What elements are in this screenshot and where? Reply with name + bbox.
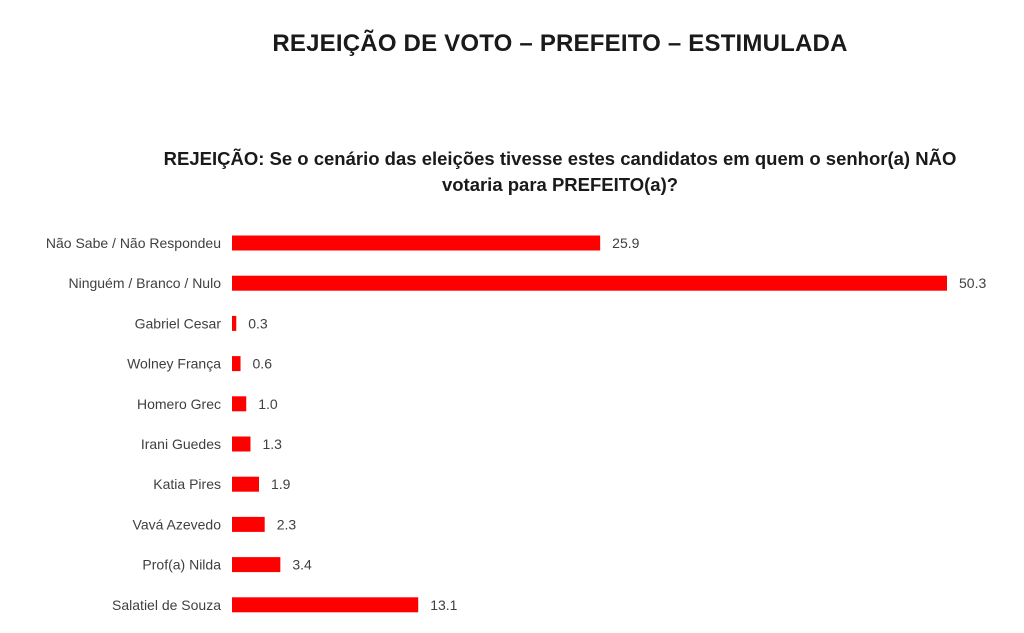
category-label: Ninguém / Branco / Nulo [68, 275, 221, 291]
value-label: 2.3 [277, 516, 297, 532]
category-label: Homero Grec [137, 396, 221, 412]
chart-title: REJEIÇÃO: Se o cenário das eleições tive… [140, 146, 980, 198]
bar [232, 356, 241, 372]
category-label: Não Sabe / Não Respondeu [46, 235, 221, 251]
category-label: Katia Pires [153, 476, 221, 492]
value-label: 0.6 [253, 356, 273, 372]
page-title: REJEIÇÃO DE VOTO – PREFEITO – ESTIMULADA [272, 30, 848, 57]
category-label: Vavá Azevedo [133, 516, 222, 532]
bar [232, 315, 237, 331]
category-label: Irani Guedes [141, 436, 221, 452]
bar [232, 597, 419, 613]
value-label: 1.0 [258, 396, 278, 412]
value-label: 1.9 [271, 476, 291, 492]
value-label: 50.3 [959, 275, 986, 291]
bar [232, 476, 260, 492]
bar [232, 235, 601, 251]
value-label: 25.9 [612, 235, 639, 251]
value-label: 13.1 [430, 597, 457, 613]
value-label: 3.4 [292, 557, 312, 573]
bar [232, 557, 281, 573]
bar [232, 396, 247, 412]
bar [232, 516, 265, 532]
category-label: Gabriel Cesar [135, 315, 222, 331]
value-label: 1.3 [262, 436, 282, 452]
chart-title-line-2: votaria para PREFEITO(a)? [441, 174, 679, 195]
chart-title-line-1: REJEIÇÃO: Se o cenário das eleições tive… [163, 148, 957, 169]
bar [232, 436, 251, 452]
value-label: 0.3 [248, 315, 268, 331]
category-label: Prof(a) Nilda [142, 557, 221, 573]
category-label: Salatiel de Souza [112, 597, 221, 613]
bar [232, 275, 947, 291]
category-label: Wolney França [127, 356, 221, 372]
